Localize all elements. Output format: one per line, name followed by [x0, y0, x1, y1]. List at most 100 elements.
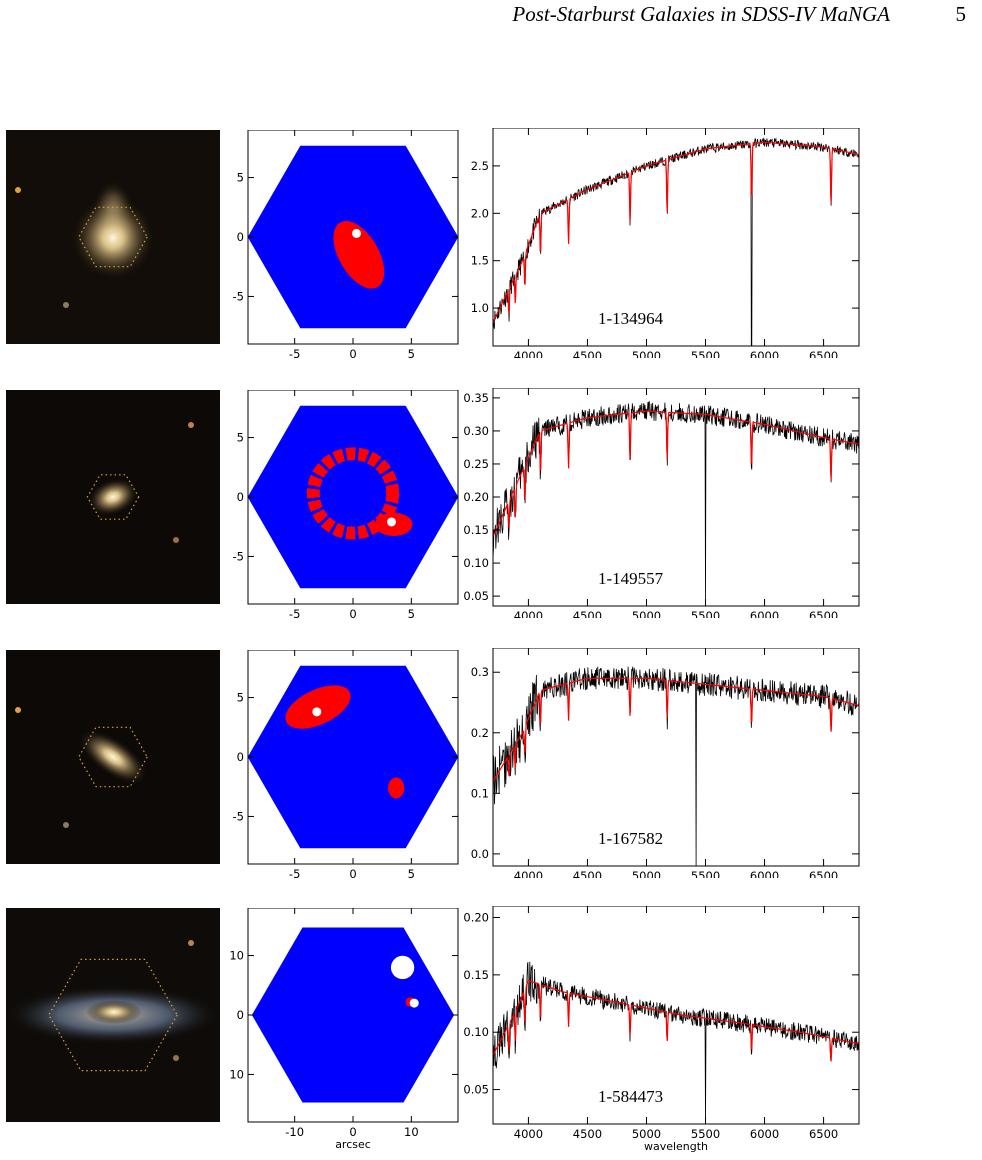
spectrum-x-tick-label: 5000 [632, 869, 661, 878]
spectrum-panel: 4000 4500 5000 5500 6000 6500 0.35 0.30 0.25 0.20… [463, 388, 860, 618]
field-star [173, 1055, 179, 1061]
spectrum-y-tick-label: 0.10 [463, 556, 489, 570]
galaxy-image [6, 650, 220, 864]
model-spectrum-line [493, 410, 859, 537]
spectrum-x-tick-label: 4500 [573, 1127, 602, 1141]
spectrum-y-tick-label: 2.5 [471, 159, 489, 173]
spectrum-frame [492, 128, 860, 347]
map-x-tick-label: 0 [349, 607, 356, 620]
spectrum-y-tick-label: 1.0 [471, 301, 489, 315]
galaxy-bulge [86, 1000, 142, 1024]
masked-hole [390, 955, 415, 980]
field-star [63, 822, 69, 828]
psb-map: -5 0 5 5 0 -5 [233, 130, 459, 360]
map-x-tick-label: 0 [349, 867, 356, 880]
galaxy-image [6, 908, 220, 1122]
spectrum-y-tick-label: 0.10 [463, 1025, 489, 1039]
spectrum-plot-area [493, 400, 859, 606]
ifu-footprint-outline [86, 474, 140, 520]
galaxy-body [71, 196, 155, 280]
spectrum-y-tick-label: 0.05 [463, 589, 489, 603]
page-number: 5 [955, 2, 967, 26]
galaxy-image [6, 130, 220, 344]
map-y-tick-label: 5 [237, 171, 244, 185]
galaxy-image [6, 390, 220, 604]
observed-spectrum-line [493, 961, 859, 1124]
field-star [15, 707, 21, 713]
map-x-axis-title: arcsec [335, 1138, 371, 1151]
plate-ifu-label: 1-167582 [598, 829, 663, 848]
map-x-tick-label: 5 [408, 867, 415, 880]
spectrum-x-tick-label: 6000 [750, 349, 779, 358]
map-y-tick-label: -10 [230, 1067, 244, 1081]
observed-spectrum-line [493, 666, 859, 866]
spaxel-marker [387, 517, 396, 527]
galaxy-body [78, 729, 148, 785]
map-y-tick-label: -5 [233, 549, 244, 563]
psb-map: -10 0 10 10 0 -10 arcsec [230, 908, 459, 1151]
observed-spectrum-line [493, 400, 859, 606]
spectrum-x-tick-label: 4500 [573, 869, 602, 878]
spectrum-y-tick-label: 0.35 [463, 391, 489, 405]
spectrum-x-tick-label: 6000 [750, 869, 779, 878]
map-x-tick-label: 0 [349, 1125, 356, 1139]
map-y-tick-label: 5 [237, 431, 244, 445]
map-x-tick-label: 0 [349, 347, 356, 360]
spectrum-x-tick-label: 6500 [809, 349, 838, 358]
map-x-tick-label: -5 [289, 607, 300, 620]
spectrum-y-tick-label: 2.0 [471, 206, 489, 220]
spectrum-x-tick-label: 5500 [691, 349, 720, 358]
spectrum-y-tick-label: 1.5 [471, 254, 489, 268]
spectrum-y-tick-label: 0.15 [463, 523, 489, 537]
spaxel-marker [352, 228, 361, 238]
spectrum-x-tick-label: 6500 [809, 609, 838, 618]
field-star [173, 537, 179, 543]
spectrum-x-tick-label: 4000 [514, 1127, 543, 1141]
spectrum-plot-area [493, 961, 859, 1124]
spectrum-x-tick-label: 5500 [691, 869, 720, 878]
ifu-coverage [247, 405, 459, 589]
spectrum-x-tick-label: 4500 [573, 349, 602, 358]
model-spectrum-line [493, 979, 859, 1062]
spectrum-panel: 4000 4500 5000 5500 6000 6500 2.5 2.0 1.5 1.0 1-13… [471, 128, 860, 358]
plate-ifu-label: 1-134964 [598, 309, 664, 328]
spectrum-x-tick-label: 4500 [573, 609, 602, 618]
spectrum-panel: 4000 4500 5000 5500 6000 6500 0.3 0.2 0.1 0.0 1-16… [471, 648, 860, 878]
psb-region [388, 777, 405, 799]
map-y-tick-label: 0 [237, 750, 244, 764]
spectrum-y-tick-label: 0.05 [463, 1083, 489, 1097]
plate-ifu-label: 1-149557 [598, 569, 664, 588]
map-x-tick-label: -5 [289, 347, 300, 360]
spectrum-x-tick-label: 5500 [691, 609, 720, 618]
map-x-tick-label: -10 [285, 1125, 304, 1139]
spectrum-x-tick-label: 4000 [514, 349, 543, 358]
spectrum-frame [492, 906, 860, 1125]
ifu-footprint-outline [48, 958, 178, 1072]
plate-ifu-label: 1-584473 [598, 1087, 663, 1106]
spectrum-plot-area [493, 666, 859, 866]
spectrum-x-tick-label: 4000 [514, 869, 543, 878]
psb-region [285, 685, 351, 729]
psb-map: -5 0 5 5 0 -5 [233, 390, 459, 620]
spectrum-x-tick-label: 6500 [809, 1127, 838, 1141]
field-star [188, 940, 194, 946]
map-y-tick-label: 10 [230, 949, 244, 963]
psb-ring [306, 447, 400, 540]
spectrum-x-tick-label: 4000 [514, 609, 543, 618]
spectrum-x-tick-label: 6000 [750, 609, 779, 618]
map-y-tick-label: -5 [233, 289, 244, 303]
spectrum-x-tick-label: 5000 [632, 1127, 661, 1141]
map-y-tick-label: 5 [237, 691, 244, 705]
spectrum-x-tick-label: 5500 [691, 1127, 720, 1141]
spectrum-y-tick-label: 0.20 [463, 910, 489, 924]
observed-spectrum-line [493, 137, 859, 346]
spectrum-frame [492, 648, 860, 867]
psb-map: -5 0 5 5 0 -5 [233, 650, 459, 880]
field-star [188, 422, 194, 428]
field-star [63, 302, 69, 308]
spectrum-y-tick-label: 0.1 [471, 786, 489, 800]
galaxy-body [87, 477, 139, 517]
spectrum-y-tick-label: 0.30 [463, 424, 489, 438]
spectrum-y-tick-label: 0.20 [463, 490, 489, 504]
model-spectrum-line [493, 677, 859, 782]
